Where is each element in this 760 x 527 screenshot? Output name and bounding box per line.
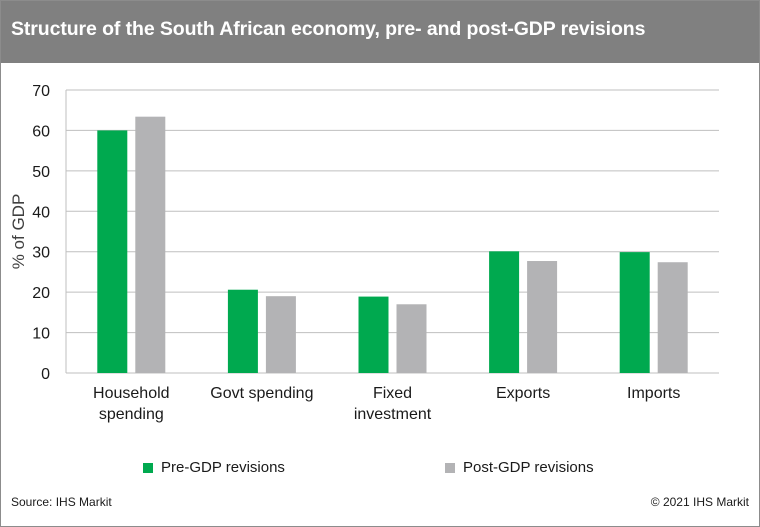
bar-post (527, 261, 558, 373)
bar-pre (227, 289, 258, 373)
source-note: Source: IHS Markit (11, 495, 112, 509)
legend-swatch-post (445, 462, 455, 473)
y-tick-label: 70 (32, 83, 50, 100)
x-tick-label: Household (93, 385, 170, 402)
legend: Pre-GDP revisions Post-GDP revisions (1, 459, 759, 479)
bar-pre (489, 251, 520, 373)
y-tick-label: 30 (32, 245, 50, 262)
copyright-note: © 2021 IHS Markit (650, 495, 749, 509)
bar-post (657, 262, 688, 373)
y-tick-label: 60 (32, 123, 50, 140)
y-tick-label: 40 (32, 204, 50, 221)
x-tick-label: Imports (627, 385, 680, 402)
x-tick-label: spending (99, 406, 164, 423)
legend-item-post: Post-GDP revisions (445, 459, 594, 476)
bar-post (135, 116, 166, 373)
x-tick-label: investment (354, 406, 432, 423)
legend-item-pre: Pre-GDP revisions (143, 459, 285, 476)
x-tick-label: Fixed (373, 385, 412, 402)
chart-title: Structure of the South African economy, … (11, 18, 646, 40)
x-tick-label: Exports (496, 385, 550, 402)
legend-label-pre: Pre-GDP revisions (161, 459, 285, 476)
bar-post (396, 304, 427, 373)
y-tick-label: 50 (32, 164, 50, 181)
legend-label-post: Post-GDP revisions (463, 459, 594, 476)
y-tick-label: 10 (32, 326, 50, 343)
bar-pre (619, 252, 650, 373)
y-tick-label: 0 (41, 366, 50, 383)
x-tick-label: Govt spending (210, 385, 313, 402)
bar-pre (97, 130, 128, 373)
title-bar: Structure of the South African economy, … (1, 1, 759, 63)
y-axis-title: % of GDP (9, 194, 28, 270)
legend-swatch-pre (143, 462, 153, 473)
bar-pre (358, 296, 389, 373)
bar-post (265, 296, 296, 373)
y-tick-label: 20 (32, 285, 50, 302)
